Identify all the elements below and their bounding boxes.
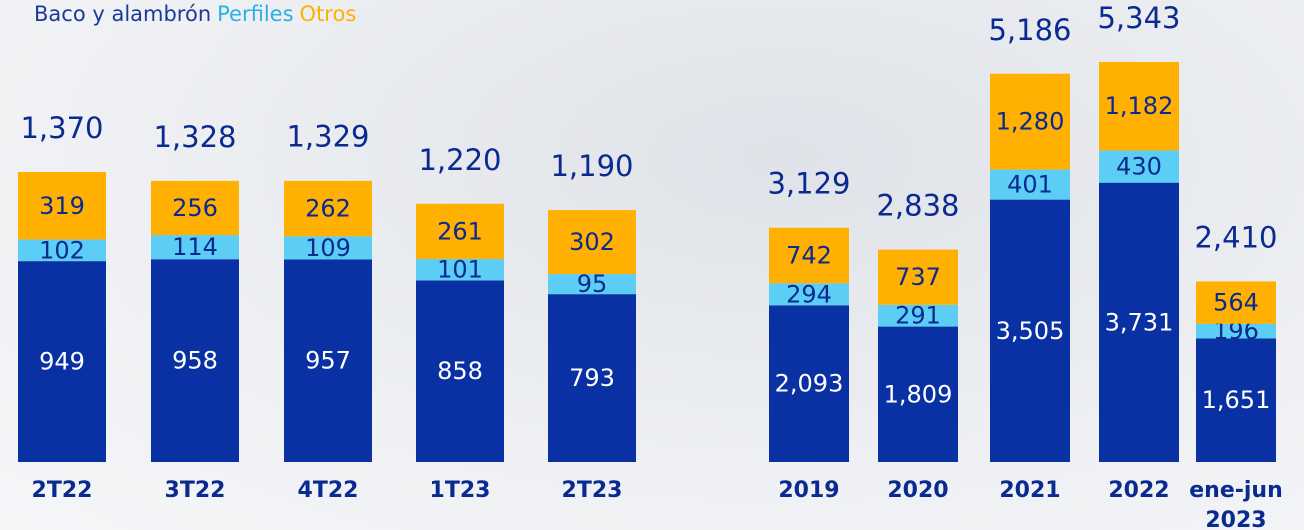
value-label: 109 [305,234,351,262]
x-tick-label: 2T22 [2,476,122,506]
total-label: 1,329 [286,120,369,154]
value-label: 957 [305,347,351,375]
x-tick-label: 1T23 [400,476,520,506]
value-label: 291 [895,302,941,330]
value-label: 793 [569,364,615,392]
value-label: 319 [39,192,85,220]
x-tick-label: ene-jun 2023 [1176,476,1296,530]
x-tick-label: 2019 [749,476,869,506]
value-label: 742 [786,242,832,270]
total-label: 2,410 [1194,221,1277,255]
value-label: 1,651 [1202,386,1271,414]
value-label: 1,280 [996,108,1065,136]
total-label: 5,343 [1097,1,1180,35]
value-label: 564 [1213,289,1259,317]
value-label: 430 [1116,153,1162,181]
value-label: 737 [895,263,941,291]
value-label: 1,182 [1105,92,1174,120]
value-label: 949 [39,348,85,376]
value-label: 1,809 [884,380,953,408]
total-label: 3,129 [767,167,850,201]
value-label: 95 [577,270,608,298]
x-tick-label: 2021 [970,476,1090,506]
value-label: 302 [569,228,615,256]
total-label: 1,328 [153,120,236,154]
value-label: 3,731 [1105,308,1174,336]
chart: 949 102 319 1,370 958 114 256 1,328 957 109 262 1,3… [0,0,1304,530]
total-label: 1,190 [550,149,633,183]
value-label: 858 [437,357,483,385]
value-label: 2,093 [775,370,844,398]
x-tick-label: 3T22 [135,476,255,506]
total-label: 1,370 [20,111,103,145]
value-label: 101 [437,256,483,284]
total-label: 1,220 [418,143,501,177]
total-label: 5,186 [988,13,1071,47]
page: Baco y alambrónPerfilesOtros 9491023191,… [0,0,1304,530]
x-tick-label: 2020 [858,476,978,506]
x-tick-label: 2T23 [532,476,652,506]
value-label: 102 [39,236,85,264]
value-label: 114 [172,233,218,261]
value-label: 958 [172,347,218,375]
value-label: 256 [172,194,218,222]
value-label: 294 [786,280,832,308]
value-label: 261 [437,217,483,245]
value-label: 262 [305,195,351,223]
value-label: 3,505 [996,317,1065,345]
x-tick-label: 4T22 [268,476,388,506]
total-label: 2,838 [876,189,959,223]
value-label: 401 [1007,171,1053,199]
